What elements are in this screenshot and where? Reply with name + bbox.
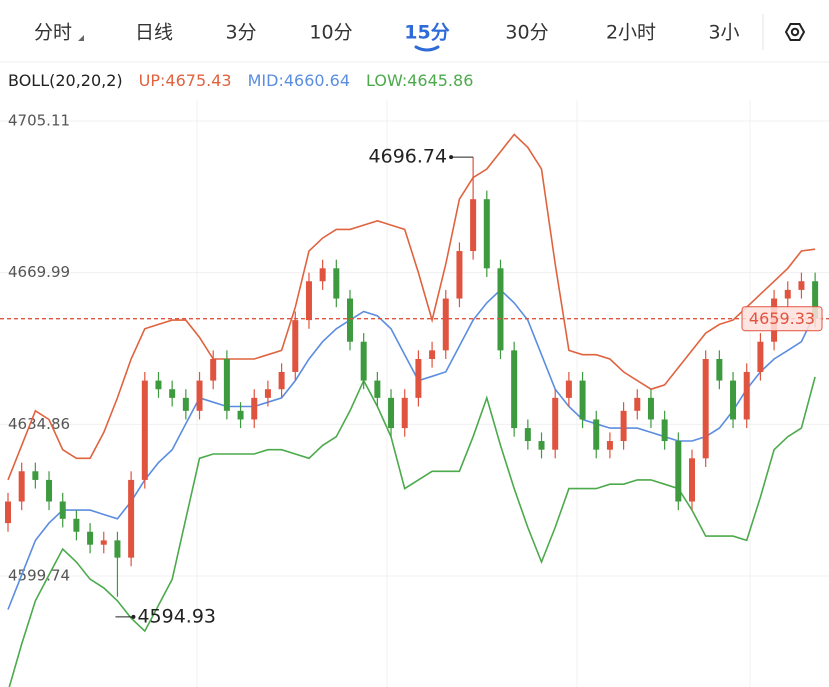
candle-body	[470, 199, 477, 252]
candle-body	[812, 281, 819, 319]
candle-body	[278, 371, 285, 390]
candle-body	[483, 199, 490, 269]
candle-body	[87, 531, 94, 545]
candle-body	[579, 380, 586, 420]
candle-body	[141, 380, 148, 480]
candle-body	[169, 389, 176, 398]
candle-body	[798, 281, 805, 290]
candle-body	[675, 441, 682, 502]
tab[interactable]: 2小时	[606, 22, 656, 44]
candle-body	[18, 471, 25, 502]
min-label: 4594.93	[137, 605, 216, 627]
settings-icon-center	[790, 27, 800, 37]
candle-body	[305, 281, 312, 321]
candle-body	[784, 289, 791, 299]
candle-body	[743, 371, 750, 420]
tab[interactable]: 30分	[505, 22, 548, 44]
candle-body	[292, 320, 299, 372]
candle-body	[606, 441, 613, 450]
candle-body	[223, 358, 230, 411]
tab[interactable]: 3小	[708, 22, 739, 44]
candle-body	[182, 397, 189, 411]
legend-entry: MID:4660.64	[248, 71, 350, 90]
candle-body	[429, 350, 436, 359]
candle-body	[196, 380, 203, 411]
candle-body	[524, 428, 531, 442]
min-dot	[131, 614, 136, 619]
candle-body	[620, 410, 627, 442]
candle-body	[5, 501, 11, 524]
y-tick-label: 4634.86	[8, 415, 70, 433]
candle-body	[415, 358, 422, 398]
candle-body	[552, 397, 559, 450]
candle-body	[511, 350, 518, 429]
candle-body	[333, 268, 340, 299]
candle-body	[538, 441, 545, 450]
y-tick-label: 4705.11	[8, 111, 70, 129]
max-label: 4696.74	[369, 146, 448, 168]
candle-body	[661, 419, 668, 442]
candle-body	[647, 397, 654, 420]
candle-body	[634, 397, 641, 411]
candle-body	[593, 419, 600, 450]
candle-body	[757, 341, 764, 372]
tab[interactable]: 日线	[135, 22, 173, 44]
max-dot	[449, 155, 454, 160]
candle-body	[401, 397, 408, 429]
legend-entry: LOW:4645.86	[366, 71, 473, 90]
dropdown-arrow	[78, 35, 84, 41]
candle-body	[497, 268, 504, 351]
candle-body	[730, 380, 737, 420]
candle-body	[210, 358, 217, 381]
last-price-box	[741, 306, 823, 332]
tab[interactable]: 10分	[309, 22, 352, 44]
candle-body	[73, 518, 80, 532]
candle-body	[264, 389, 271, 398]
active-tab-indicator	[414, 45, 440, 52]
candle-body	[442, 298, 449, 351]
candle-body	[114, 540, 121, 558]
candle-body	[702, 358, 709, 459]
candle-body	[388, 397, 395, 429]
tab[interactable]: 分时	[34, 22, 72, 44]
candle-body	[237, 410, 244, 420]
candle-body	[128, 479, 135, 558]
legend-entry: UP:4675.43	[139, 71, 232, 90]
bollinger-line	[7, 133, 816, 481]
y-tick-label: 4669.99	[8, 263, 70, 281]
candle-body	[360, 341, 367, 381]
tab[interactable]: 15分	[404, 22, 449, 44]
last-price-label: 4659.33	[749, 309, 815, 328]
candle-body	[716, 358, 723, 381]
tab[interactable]: 3分	[225, 22, 256, 44]
indicator-legend: BOLL(20,20,2) UP:4675.43 MID:4660.64 LOW:46…	[8, 71, 473, 90]
candle-body	[59, 501, 66, 519]
candle-body	[100, 540, 107, 545]
candle-body	[251, 397, 258, 420]
indicator-name: BOLL(20,20,2)	[8, 71, 123, 90]
bollinger-line	[7, 288, 816, 610]
candle-body	[689, 458, 695, 502]
candle-body	[565, 380, 572, 398]
candle-body	[155, 380, 162, 390]
y-tick-label: 4599.74	[8, 567, 70, 585]
candle-body	[374, 380, 381, 398]
candle-body	[347, 298, 353, 342]
candle-body	[32, 471, 39, 480]
candle-body	[319, 268, 326, 282]
candle-body	[46, 479, 53, 502]
candle-body	[456, 251, 463, 299]
settings-icon[interactable]	[784, 23, 806, 41]
